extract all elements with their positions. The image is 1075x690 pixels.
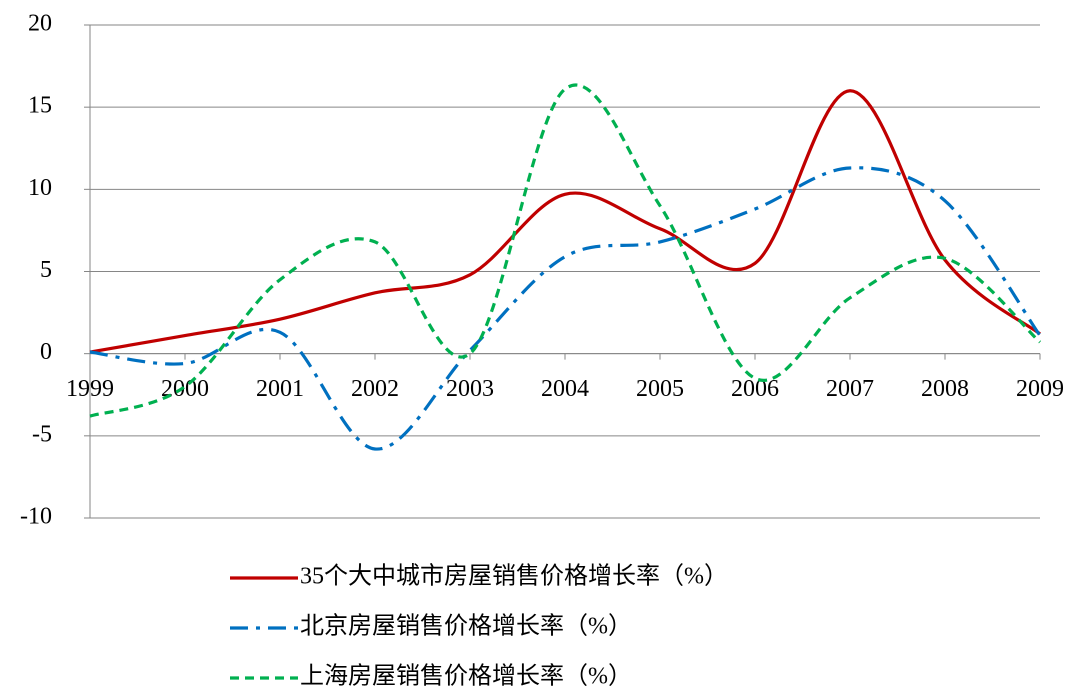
x-tick-label: 2008 [921, 376, 969, 402]
y-tick-label: -10 [20, 504, 52, 530]
x-tick-label: 2009 [1016, 376, 1064, 402]
legend-label: 上海房屋销售价格增长率（%） [300, 663, 632, 690]
line-series [89, 166, 1042, 451]
y-tick-label: 15 [28, 93, 52, 119]
x-tick-label: 2003 [446, 376, 494, 402]
x-tick-label: 2001 [256, 376, 304, 402]
x-tick-label: 2004 [541, 376, 589, 402]
x-tick-label: 2000 [161, 376, 209, 402]
line-series [89, 89, 1041, 354]
y-tick-label: -5 [32, 421, 52, 447]
x-tick-label: 2005 [636, 376, 684, 402]
y-tick-label: 5 [40, 257, 52, 283]
x-tick-label: 1999 [66, 376, 114, 402]
legend-label: 北京房屋销售价格增长率（%） [300, 613, 632, 640]
legend-label: 35个大中城市房屋销售价格增长率（%） [300, 563, 728, 590]
x-tick-label: 2006 [731, 376, 779, 402]
line-series [89, 83, 1042, 418]
y-tick-label: 0 [40, 339, 52, 365]
x-tick-label: 2007 [826, 376, 874, 402]
y-tick-label: 10 [28, 175, 52, 201]
y-tick-label: 20 [28, 11, 52, 37]
x-tick-label: 2002 [351, 376, 399, 402]
